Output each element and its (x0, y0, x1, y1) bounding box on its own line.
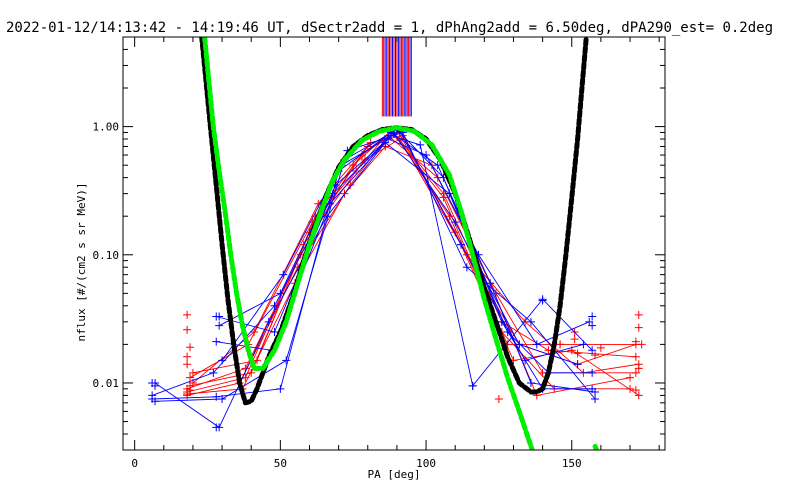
red-data-point (186, 373, 195, 382)
blue-data-point (451, 218, 460, 227)
red-data-point (631, 386, 640, 395)
red-data-point (631, 337, 640, 346)
blue-data-point (148, 391, 157, 400)
x-tick-label: 100 (416, 457, 436, 470)
red-data-point (494, 394, 503, 403)
x-tick-label: 50 (274, 457, 287, 470)
y-tick-label: 0.01 (93, 377, 120, 390)
blue-data-point (591, 394, 600, 403)
blue-data-point (209, 368, 218, 377)
blue-data-point (588, 384, 597, 393)
x-axis-ticks: 0 50 100 150 (131, 37, 660, 470)
red-data-point (596, 343, 605, 352)
blue-data-point (325, 199, 334, 208)
red-data-point (631, 352, 640, 361)
plot-frame (122, 36, 666, 451)
red-series-line (189, 138, 637, 379)
green-fit-curve-tail (592, 443, 599, 450)
y-tick-label: 1.00 (93, 121, 120, 134)
blue-data-point (445, 189, 454, 198)
blue-data-point (215, 321, 224, 330)
red-data-point (183, 325, 192, 334)
red-data-point (591, 351, 600, 360)
x-tick-label: 150 (562, 457, 582, 470)
red-data-point (183, 310, 192, 319)
blue-data-point (212, 337, 221, 346)
blue-data-point (422, 151, 431, 160)
red-data-point (634, 391, 643, 400)
y-axis-ticks: 0.01 0.10 1.00 (93, 36, 665, 451)
blue-data-point (151, 381, 160, 390)
blue-data-point (218, 356, 227, 365)
blue-data-point (151, 397, 160, 406)
red-data-point (183, 360, 192, 369)
red-data-point (186, 386, 195, 395)
blue-data-point (573, 360, 582, 369)
x-axis-label: PA [deg] (368, 468, 421, 481)
plot-area (148, 37, 646, 450)
red-data-point (634, 310, 643, 319)
blue-data-point (521, 356, 530, 365)
blue-data-point (276, 384, 285, 393)
green-fit-curve (202, 37, 535, 450)
blue-data-point (526, 317, 535, 326)
blue-series-line (221, 131, 596, 400)
blue-data-point (282, 356, 291, 365)
red-data-point (439, 193, 448, 202)
blue-data-point (462, 263, 471, 272)
blue-data-point (538, 296, 547, 305)
y-tick-label: 0.10 (93, 249, 120, 262)
blue-data-point (468, 381, 477, 390)
blue-data-point (322, 212, 331, 221)
blue-data-point (270, 327, 279, 336)
blue-data-point (276, 289, 285, 298)
blue-data-point (588, 346, 597, 355)
red-data-point (634, 364, 643, 373)
red-data-point (631, 368, 640, 377)
red-data-point (573, 349, 582, 358)
blue-data-point (279, 270, 288, 279)
blue-data-point (588, 321, 597, 330)
red-data-point (626, 373, 635, 382)
red-data-point (247, 368, 256, 377)
blue-data-point (588, 312, 597, 321)
red-data-point (346, 181, 355, 190)
red-series-line (192, 128, 640, 396)
blue-data-point (264, 317, 273, 326)
red-data-point (626, 384, 635, 393)
chart-title: 2022-01-12/14:13:42 - 14:19:46 UT, dSect… (6, 20, 773, 36)
y-axis-label: nflux [#/(cm2 s sr MeV)] (75, 183, 88, 342)
blue-data-point (212, 423, 221, 432)
red-data-point (186, 343, 195, 352)
blue-series-line (216, 133, 578, 365)
blue-data-point (215, 312, 224, 321)
blue-data-point (416, 140, 425, 149)
red-data-point (183, 352, 192, 361)
blue-data-point (588, 368, 597, 377)
red-data-point (556, 340, 565, 349)
red-data-point (188, 368, 197, 377)
red-data-point (634, 323, 643, 332)
red-data-point (570, 335, 579, 344)
blue-data-point (532, 340, 541, 349)
x-tick-label: 0 (131, 457, 138, 470)
red-data-point (250, 327, 259, 336)
blue-data-point (218, 394, 227, 403)
blue-data-point (526, 378, 535, 387)
blue-data-point (457, 240, 466, 249)
